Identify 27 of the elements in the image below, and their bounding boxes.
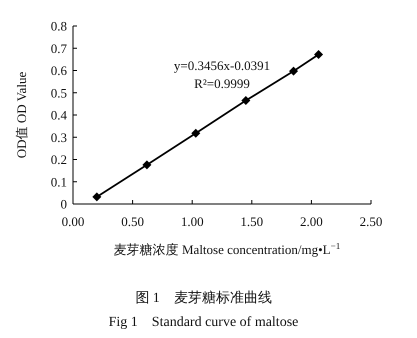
point (92, 192, 102, 202)
x-tick-label: 2.00 (300, 214, 323, 229)
x-tick-label: 1.00 (180, 214, 204, 229)
y-tick-label: 0.6 (50, 63, 68, 78)
x-tick-label: 2.50 (360, 214, 382, 229)
x-tick-label: 0.00 (62, 214, 84, 229)
point (191, 128, 200, 138)
text: 图 1 麦芽糖标准曲线 (135, 290, 272, 306)
annotation: R²=0.9999 (194, 76, 250, 91)
y-tick-label: 0.4 (50, 108, 68, 122)
y-tick-label: 0.3 (50, 130, 67, 145)
x-tick-label: 0.50 (121, 214, 144, 229)
x-tick-label: 1.50 (240, 214, 264, 229)
point (241, 96, 250, 106)
text: Fig 1 Standard curve of maltose (108, 315, 298, 330)
y-axis-title: OD值 OD Value (14, 72, 29, 158)
annotation: y=0.3456x-0.0391 (174, 58, 270, 73)
y-tick-label: 0.5 (50, 85, 67, 100)
point (142, 160, 152, 170)
y-tick-label: 0.7 (50, 40, 68, 56)
y-tick-label: 0.8 (50, 18, 67, 34)
y-tick-label: 0 (60, 196, 67, 212)
point (314, 50, 324, 59)
y-tick-label: 0.1 (50, 174, 67, 190)
point (289, 66, 298, 76)
x-axis-title: 麦芽糖浓度 Maltose concentration/mg•L$^{−1}$ (114, 241, 340, 257)
y-tick-label: 0.2 (50, 152, 67, 167)
